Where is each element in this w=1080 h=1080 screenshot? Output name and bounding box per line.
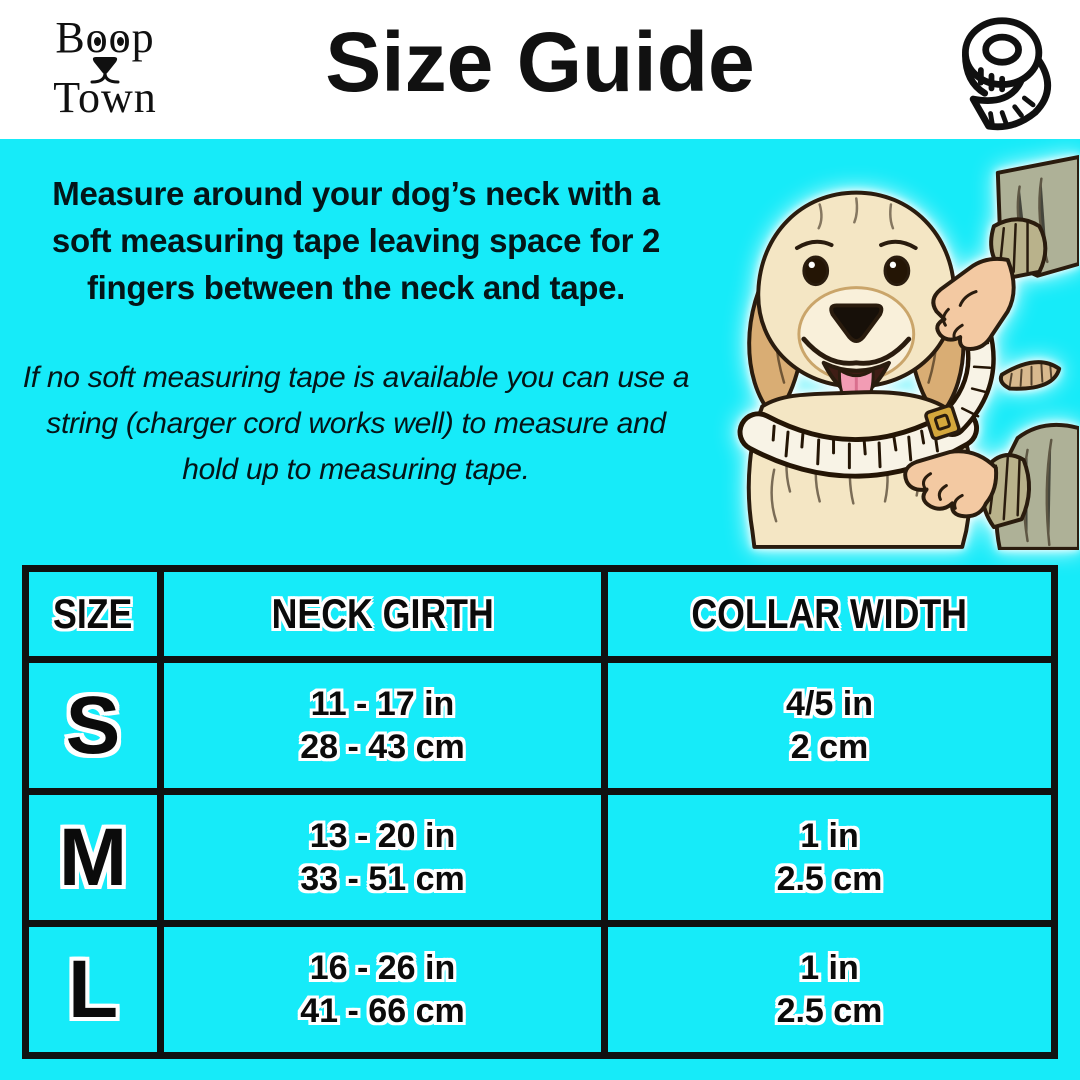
dog-measurement-illustration bbox=[693, 142, 1080, 551]
header: Boop Town Size Guide bbox=[0, 0, 1080, 139]
no-tape-note-text: If no soft measuring tape is available y… bbox=[22, 361, 690, 486]
table-row-m-girth: 13 - 20 in 33 - 51 cm bbox=[164, 795, 601, 920]
table-row-m-size: M bbox=[29, 795, 157, 920]
size-table: SIZE NECK GIRTH COLLAR WIDTH S 11 - 17 i… bbox=[22, 565, 1058, 1059]
table-row-s-width: 4/5 in 2 cm bbox=[608, 663, 1051, 788]
col-header-collar-width: COLLAR WIDTH bbox=[608, 572, 1051, 656]
table-row-s-size: S bbox=[29, 663, 157, 788]
table-row-m-width: 1 in 2.5 cm bbox=[608, 795, 1051, 920]
table-row-l-width: 1 in 2.5 cm bbox=[608, 927, 1051, 1052]
table-row-l-size: L bbox=[29, 927, 157, 1052]
logo-word-town: Town bbox=[53, 73, 157, 122]
table-row-s-girth: 11 - 17 in 28 - 43 cm bbox=[164, 663, 601, 788]
instructions: Measure around your dog’s neck with a so… bbox=[22, 170, 690, 493]
table-row-l-girth: 16 - 26 in 41 - 66 cm bbox=[164, 927, 601, 1052]
col-header-size: SIZE bbox=[29, 572, 157, 656]
logo-word-boop: Boop bbox=[55, 13, 155, 62]
measuring-tape-icon bbox=[962, 17, 1051, 131]
brand-logo: Boop Town bbox=[30, 16, 180, 120]
dog-nose-icon bbox=[90, 57, 120, 84]
page-title: Size Guide bbox=[325, 15, 755, 109]
col-header-neck-girth: NECK GIRTH bbox=[164, 572, 601, 656]
measure-instructions-text: Measure around your dog’s neck with a so… bbox=[51, 175, 661, 306]
